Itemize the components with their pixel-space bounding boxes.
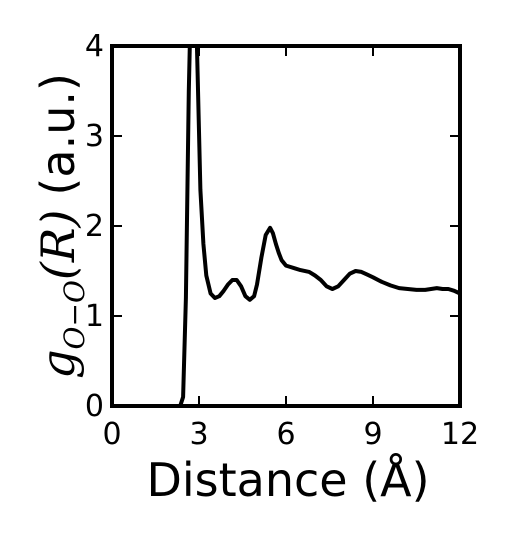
y-tick-label: 0 [85,389,104,424]
x-tick-label: 6 [276,417,295,452]
y-tick-label: 4 [85,29,104,64]
y-tick-label: 2 [85,209,104,244]
y-label-arg: (R) [31,210,85,281]
plot-frame [110,44,462,408]
series-line-g-oo [112,46,460,406]
x-tick-label: 12 [441,417,479,452]
y-axis-label: gO−O(R) (a.u.) [31,73,91,379]
svg-text:gO−O(R)(a.u.): gO−O(R) (a.u.) [31,73,91,379]
y-label-sub: O−O [58,280,91,349]
axis-ticks [111,45,461,407]
x-axis-label: Distance (Å) [146,453,429,507]
y-tick-label: 1 [85,299,104,334]
y-tick-label: 3 [85,119,104,154]
x-tick-label: 3 [189,417,208,452]
x-tick-label: 9 [363,417,382,452]
y-label-units: (a.u.) [31,73,85,195]
x-tick-label: 0 [102,417,121,452]
y-label-g: g [31,349,85,378]
